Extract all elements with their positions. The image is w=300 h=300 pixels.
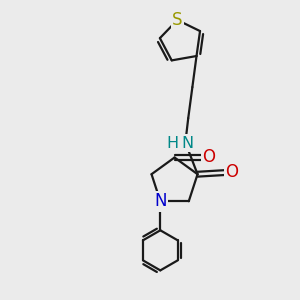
Text: S: S bbox=[172, 11, 183, 29]
Text: O: O bbox=[202, 148, 215, 166]
Text: N: N bbox=[181, 136, 193, 151]
Text: H: H bbox=[167, 136, 179, 151]
Text: O: O bbox=[226, 164, 238, 181]
Text: N: N bbox=[154, 192, 167, 210]
